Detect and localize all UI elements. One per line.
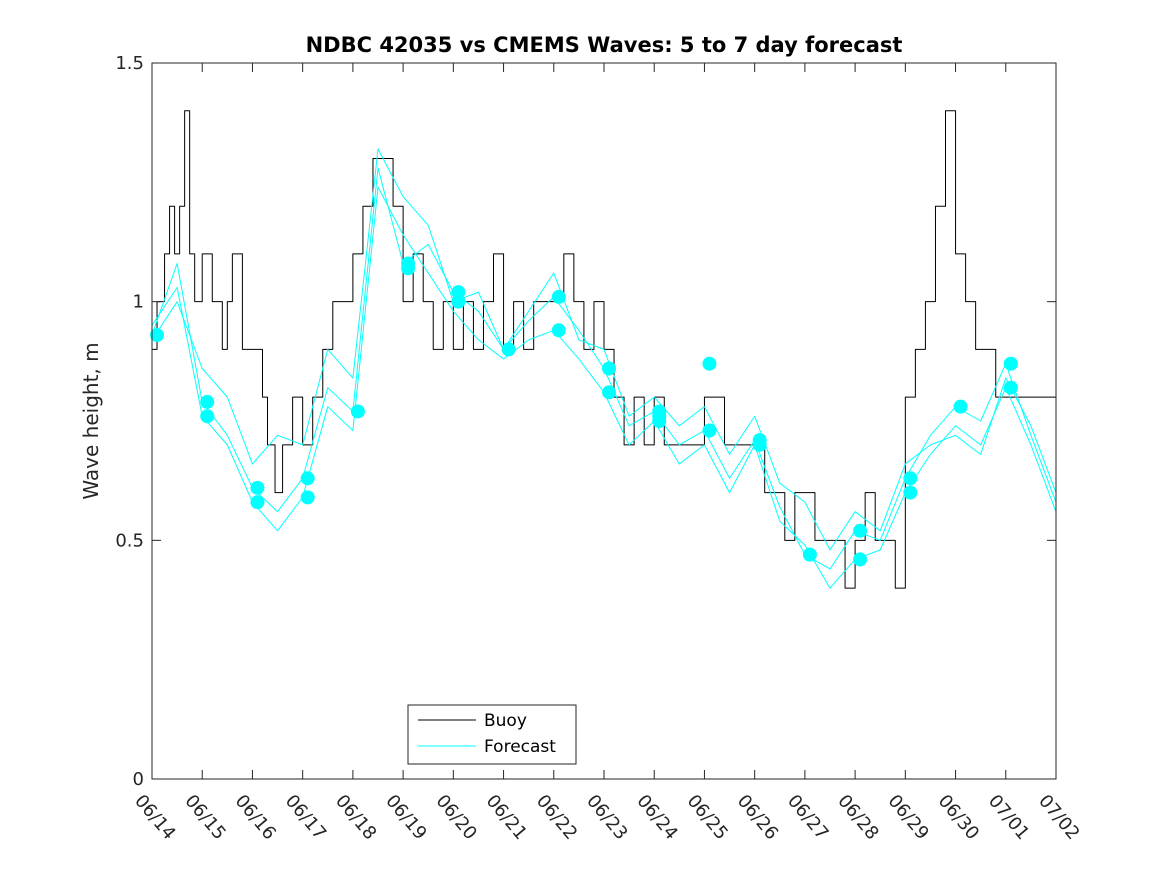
x-tick-label: 07/01 — [984, 791, 1033, 844]
x-tick-label: 06/18 — [331, 791, 380, 844]
x-tick-label: 06/25 — [683, 791, 732, 844]
x-tick-label: 06/14 — [130, 791, 179, 844]
forecast-marker-point — [300, 471, 315, 486]
x-tick-label: 06/24 — [632, 791, 681, 844]
forecast-marker-point — [150, 328, 165, 343]
forecast-marker-point — [652, 414, 667, 428]
x-tick-label: 06/17 — [281, 791, 330, 844]
forecast-marker-point — [853, 552, 868, 567]
plot-area — [152, 63, 1056, 779]
forecast-marker-point — [551, 289, 566, 304]
x-tick-label: 07/02 — [1034, 791, 1083, 844]
plot-background — [152, 63, 1056, 779]
forecast-marker-point — [200, 409, 215, 424]
x-tick-label: 06/21 — [482, 791, 531, 844]
forecast-marker-point — [702, 423, 717, 438]
x-tick-label: 06/29 — [884, 791, 933, 844]
forecast-marker-point — [200, 394, 215, 409]
x-tick-label: 06/30 — [934, 791, 983, 844]
x-tick-label: 06/22 — [532, 791, 581, 844]
legend: Buoy Forecast — [407, 704, 577, 765]
x-tick-label: 06/16 — [231, 791, 280, 844]
forecast-marker-point — [401, 261, 416, 276]
y-tick-label: 1.5 — [115, 53, 144, 74]
x-tick-label: 06/28 — [833, 791, 882, 844]
legend-label-forecast: Forecast — [484, 737, 556, 757]
forecast-marker-point — [1003, 380, 1018, 395]
x-tick-label: 06/23 — [582, 791, 631, 844]
forecast-marker-point — [350, 404, 365, 419]
buoy-series-line-0 — [152, 110, 1056, 589]
forecast-marker-point — [953, 399, 968, 414]
forecast-marker-point — [501, 342, 516, 357]
forecast-marker-point — [602, 361, 617, 376]
marker-layer — [150, 256, 1018, 567]
forecast-marker-point — [853, 523, 868, 538]
forecast-marker-point — [250, 495, 265, 510]
forecast-marker-point — [752, 437, 767, 452]
forecast-marker-point — [903, 471, 918, 486]
forecast-marker-point — [250, 480, 265, 495]
x-tick-label: 06/27 — [783, 791, 832, 844]
y-tick-label: 0 — [133, 769, 144, 790]
forecast-marker-point — [451, 294, 466, 309]
y-axis-title: Wave height, m — [79, 342, 103, 499]
forecast-marker-point — [551, 323, 566, 338]
y-tick-label: 1 — [133, 292, 144, 313]
x-tick-label: 06/26 — [733, 791, 782, 844]
chart-title: NDBC 42035 vs CMEMS Waves: 5 to 7 day fo… — [306, 33, 903, 57]
legend-box — [407, 704, 577, 765]
forecast-marker-point — [300, 490, 315, 505]
forecast-marker-point — [602, 385, 617, 400]
x-tick-label: 06/20 — [432, 791, 481, 844]
forecast-marker-point — [802, 547, 817, 562]
forecast-series-line-3 — [151, 148, 1057, 551]
x-tick-label: 06/19 — [381, 791, 430, 844]
legend-label-buoy: Buoy — [484, 711, 527, 731]
forecast-marker-point — [903, 485, 918, 500]
x-tick-label: 06/15 — [180, 791, 229, 844]
forecast-marker-point — [1003, 356, 1018, 371]
forecast-marker-point — [702, 356, 717, 371]
y-tick-label: 0.5 — [115, 530, 144, 551]
